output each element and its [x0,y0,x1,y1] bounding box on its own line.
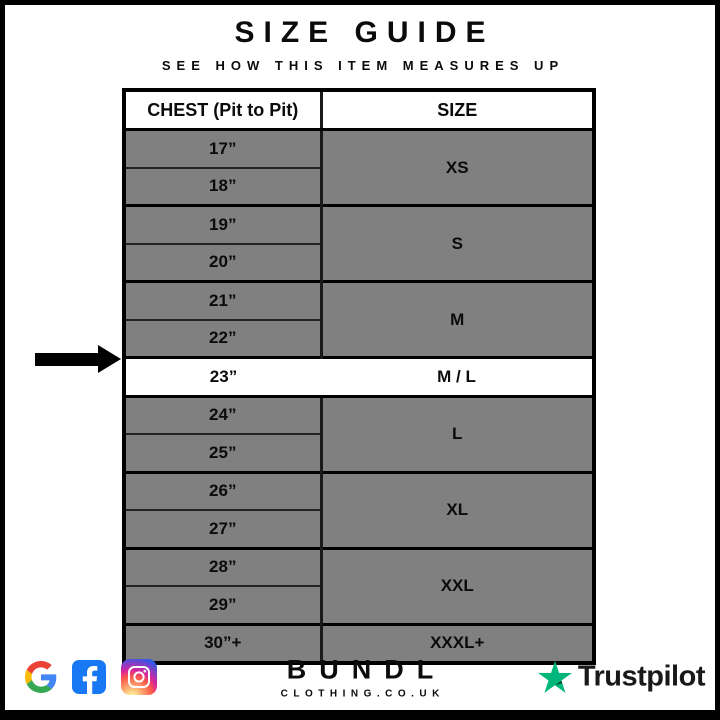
chest-cell: 30”+ [124,622,321,663]
size-cell: XXL [319,546,594,624]
table-row: 20” [124,242,594,282]
chest-cell: 21” [124,280,321,320]
column-header-size: SIZE [319,90,594,131]
facebook-icon[interactable] [72,660,106,694]
page-subtitle: SEE HOW THIS ITEM MEASURES UP [161,58,565,73]
table-row: 24” L [124,394,594,472]
trustpilot-logo[interactable]: Trustpilot [537,660,706,694]
table-row: 25” [124,433,594,472]
size-table: CHEST (Pit to Pit) SIZE 17” XS 18” 19” S 20” 2… [122,88,596,665]
brand-name: BUNDL [286,654,447,685]
trustpilot-star-icon [537,660,572,694]
google-icon[interactable] [25,661,57,693]
page-title: SIZE GUIDE [234,16,495,49]
chest-cell: 23” [124,356,321,398]
size-table-body: 17” XS 18” 19” S 20” 21” M 22” 23” M / L 24” L 25” 26”… [124,128,594,663]
table-row: 27” [124,509,594,548]
table-row: 21” M [124,280,594,358]
table-row: 22” [124,318,594,358]
chest-cell: 26” [124,470,321,510]
table-row: 19” S [124,204,594,282]
chest-cell: 24” [124,394,321,434]
size-cell: XXXL+ [319,622,594,663]
table-row: 28” XXL [124,546,594,624]
chest-cell: 20” [124,242,321,282]
table-row-highlighted: 23” M / L [124,356,594,398]
table-header-row: CHEST (Pit to Pit) SIZE [124,90,594,131]
table-row: 18” [124,166,594,206]
table-row: 26” XL [124,470,594,548]
size-cell: XS [319,128,594,206]
table-row: 17” XS [124,128,594,206]
trustpilot-label: Trustpilot [577,660,706,693]
chest-cell: 19” [124,204,321,244]
column-header-chest: CHEST (Pit to Pit) [124,90,321,131]
chest-cell: 29” [124,585,321,624]
table-row: 30”+ XXXL+ [124,622,594,663]
highlight-arrow-icon [35,345,121,373]
footer: BUNDL CLOTHING.CO.UK Trustpilot [5,645,715,709]
brand-domain: CLOTHING.CO.UK [280,688,445,700]
size-table-container: CHEST (Pit to Pit) SIZE 17” XS 18” 19” S 20” 2… [122,88,596,665]
brand-logo: BUNDL CLOTHING.CO.UK [274,655,447,700]
chest-cell: 25” [124,433,321,472]
size-cell: M [319,280,594,358]
chest-cell: 22” [124,318,321,358]
size-cell: XL [319,470,594,548]
chest-cell: 27” [124,509,321,548]
size-cell: L [319,394,594,472]
chest-cell: 18” [124,166,321,206]
chest-cell: 28” [124,546,321,586]
social-icons [25,659,157,695]
chest-cell: 17” [124,128,321,168]
size-cell: M / L [321,356,594,398]
instagram-icon[interactable] [121,659,157,695]
size-cell: S [319,204,594,282]
table-row: 29” [124,585,594,624]
